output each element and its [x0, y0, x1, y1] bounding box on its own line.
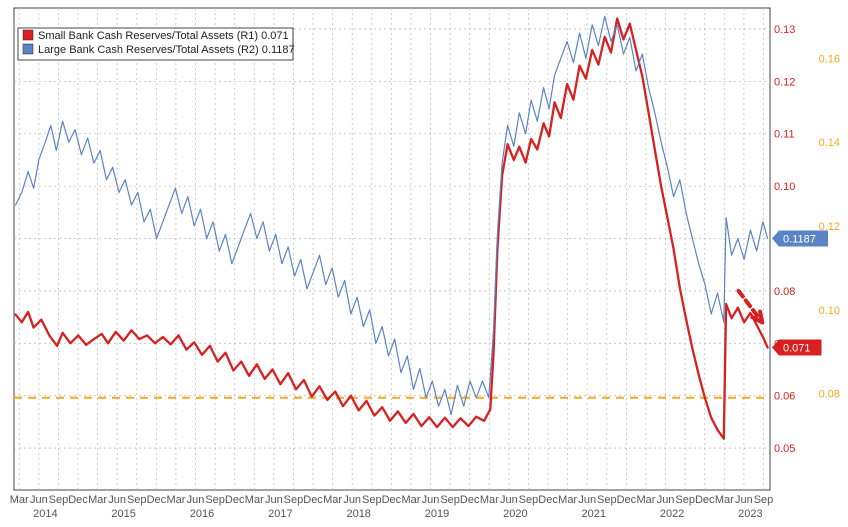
y1-tick-label: 0.11 — [774, 129, 795, 141]
y2-tick-label: 0.14 — [819, 137, 840, 149]
x-year-label: 2023 — [738, 508, 762, 520]
legend-swatch — [23, 30, 33, 40]
x-month-label: Sep — [754, 494, 774, 506]
legend-label: Large Bank Cash Reserves/Total Assets (R… — [38, 44, 295, 56]
x-month-label: Dec — [695, 494, 715, 506]
x-month-label: Mar — [323, 494, 342, 506]
y1-tick-label: 0.12 — [774, 76, 795, 88]
value-tag-text: 0.1187 — [783, 234, 816, 246]
x-month-label: Dec — [538, 494, 558, 506]
y2-tick-label: 0.10 — [819, 305, 840, 317]
x-month-label: Jun — [735, 494, 753, 506]
x-month-label: Sep — [205, 494, 225, 506]
x-month-label: Jun — [422, 494, 440, 506]
x-month-label: Dec — [147, 494, 167, 506]
x-year-label: 2020 — [503, 508, 527, 520]
x-month-label: Dec — [68, 494, 88, 506]
x-month-label: Sep — [127, 494, 147, 506]
x-year-label: 2022 — [660, 508, 684, 520]
chart-svg: 0.050.060.070.080.090.100.110.120.130.08… — [0, 0, 848, 527]
x-year-label: 2017 — [268, 508, 292, 520]
x-month-label: Dec — [460, 494, 480, 506]
x-month-label: Mar — [637, 494, 656, 506]
y1-tick-label: 0.13 — [774, 24, 795, 36]
x-month-label: Mar — [166, 494, 185, 506]
x-month-label: Sep — [49, 494, 69, 506]
x-month-label: Mar — [88, 494, 107, 506]
x-month-label: Jun — [265, 494, 283, 506]
x-month-label: Mar — [245, 494, 264, 506]
x-month-label: Jun — [657, 494, 675, 506]
y1-tick-label: 0.08 — [774, 286, 795, 298]
x-month-label: Dec — [382, 494, 402, 506]
x-month-label: Sep — [284, 494, 304, 506]
x-month-label: Sep — [362, 494, 382, 506]
x-month-label: Jun — [500, 494, 518, 506]
x-month-label: Dec — [225, 494, 245, 506]
x-month-label: Mar — [10, 494, 29, 506]
legend-label: Small Bank Cash Reserves/Total Assets (R… — [38, 30, 289, 42]
x-month-label: Jun — [30, 494, 48, 506]
value-tag-text: 0.071 — [783, 342, 811, 354]
x-month-label: Dec — [617, 494, 637, 506]
x-year-label: 2019 — [425, 508, 449, 520]
x-month-label: Mar — [558, 494, 577, 506]
x-month-label: Dec — [303, 494, 323, 506]
x-month-label: Jun — [187, 494, 205, 506]
x-month-label: Mar — [401, 494, 420, 506]
legend-swatch — [23, 44, 33, 54]
x-month-label: Mar — [480, 494, 499, 506]
x-month-label: Jun — [578, 494, 596, 506]
x-year-label: 2015 — [111, 508, 135, 520]
x-month-label: Jun — [343, 494, 361, 506]
x-year-label: 2018 — [346, 508, 370, 520]
x-month-label: Mar — [715, 494, 734, 506]
y1-tick-label: 0.10 — [774, 181, 795, 193]
x-month-label: Sep — [519, 494, 539, 506]
x-month-label: Sep — [597, 494, 617, 506]
chart-container: 0.050.060.070.080.090.100.110.120.130.08… — [0, 0, 848, 527]
y1-tick-label: 0.05 — [774, 443, 795, 455]
x-month-label: Jun — [108, 494, 126, 506]
x-month-label: Sep — [675, 494, 695, 506]
x-year-label: 2014 — [33, 508, 57, 520]
y1-tick-label: 0.06 — [774, 391, 795, 403]
y2-tick-label: 0.08 — [819, 389, 840, 401]
x-year-label: 2016 — [190, 508, 214, 520]
x-month-label: Sep — [440, 494, 460, 506]
y2-tick-label: 0.16 — [819, 53, 840, 65]
x-year-label: 2021 — [581, 508, 605, 520]
